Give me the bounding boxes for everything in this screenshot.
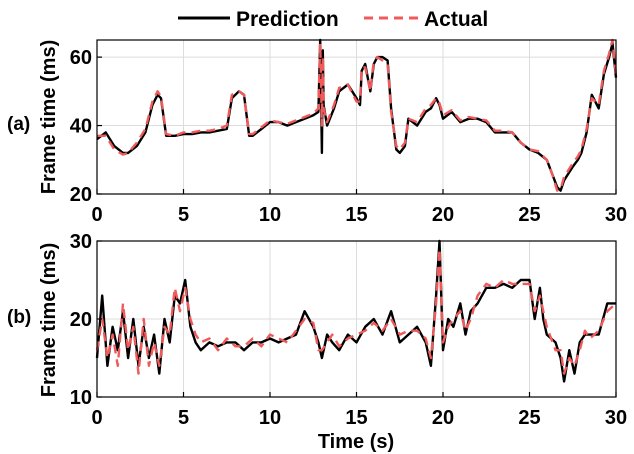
x-tick-label: 25 <box>518 407 540 429</box>
legend: Prediction Actual <box>178 8 488 31</box>
panel-a-ylabel: Frame time (ms) <box>38 40 60 195</box>
legend-prediction-label: Prediction <box>236 8 339 31</box>
panel-a-grid <box>97 40 616 194</box>
panel-a-series <box>96 38 618 192</box>
x-tick-label: 5 <box>178 204 189 226</box>
x-tick-label: 5 <box>178 407 189 429</box>
panel-a: (a) Frame time (ms) 0 5 10 15 20 25 30 20 40 60 <box>7 38 627 226</box>
x-tick-label: 20 <box>432 204 454 226</box>
panel-a-label: (a) <box>7 114 30 135</box>
panel-a-ticks: 0 5 10 15 20 25 30 20 40 60 <box>70 47 627 226</box>
y-tick-label: 30 <box>70 231 92 253</box>
panel-b-label: (b) <box>7 307 31 328</box>
x-tick-label: 10 <box>259 407 281 429</box>
x-tick-label: 15 <box>345 204 367 226</box>
series-line-prediction <box>95 239 616 383</box>
x-tick-label: 15 <box>345 407 367 429</box>
x-tick-label: 10 <box>259 204 281 226</box>
y-tick-label: 60 <box>70 47 92 69</box>
panel-b-xlabel: Time (s) <box>318 431 394 453</box>
y-tick-label: 20 <box>70 184 92 206</box>
panel-b-ticks: 0 5 10 15 20 25 30 10 20 30 <box>70 231 627 429</box>
panel-b: (b) Frame time (ms) 0 5 10 15 20 25 30 10 20 30 T… <box>7 231 627 453</box>
panel-b-series <box>95 239 617 383</box>
series-line-actual <box>97 38 618 192</box>
y-tick-label: 20 <box>70 309 92 331</box>
x-tick-label: 0 <box>91 204 102 226</box>
panel-b-ylabel: Frame time (ms) <box>38 243 60 398</box>
legend-actual-label: Actual <box>424 8 488 31</box>
panel-b-grid <box>97 241 616 397</box>
x-tick-label: 30 <box>605 407 627 429</box>
x-tick-label: 20 <box>432 407 454 429</box>
y-tick-label: 40 <box>70 116 92 138</box>
y-tick-label: 10 <box>70 387 92 409</box>
x-tick-label: 25 <box>518 204 540 226</box>
x-tick-label: 0 <box>91 407 102 429</box>
x-tick-label: 30 <box>605 204 627 226</box>
series-line-actual <box>95 247 617 375</box>
